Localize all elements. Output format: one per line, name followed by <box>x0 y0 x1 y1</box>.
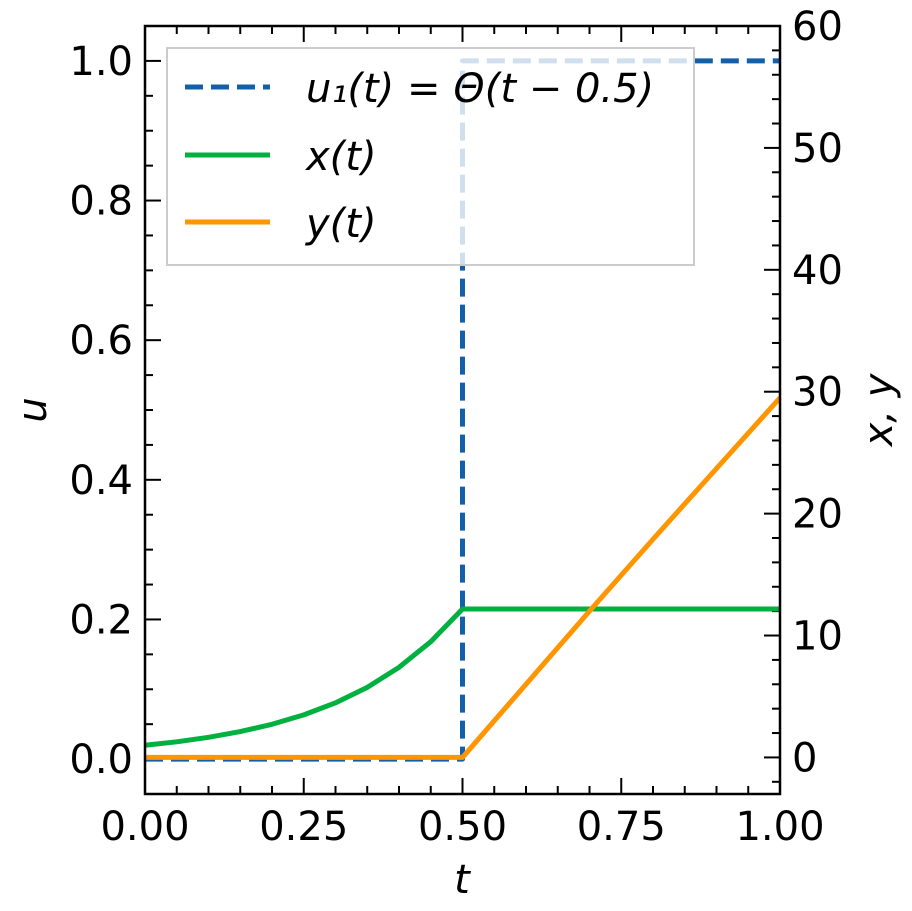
x-tick-label: 1.00 <box>735 804 824 850</box>
series-y-line <box>145 396 782 760</box>
y-left-tick-label: 0.4 <box>69 458 133 504</box>
series-x-line <box>144 606 780 748</box>
y-left-tick-label: 0.2 <box>69 597 133 643</box>
y-left-tick-label: 0.6 <box>69 318 133 364</box>
y-axis-left-title: u <box>10 397 56 422</box>
legend-label-y: y(t) <box>305 201 377 247</box>
y-right-tick-label: 20 <box>792 492 843 538</box>
tick-labels: 0.00 0.25 0.50 0.75 1.000.00.20.40.60.81.001… <box>69 4 843 850</box>
y-left-tick-label: 0.8 <box>69 179 133 225</box>
y-right-tick-label: 0 <box>792 735 817 781</box>
y-right-tick-label: 30 <box>792 370 843 416</box>
x-tick-label: 0.50 <box>418 804 507 850</box>
y-right-tick-label: 10 <box>792 614 843 660</box>
legend: u₁(t) = Θ(t − 0.5) x(t) y(t) <box>166 47 695 266</box>
y-left-tick-label: 1.0 <box>69 39 133 85</box>
y-left-tick-label: 0.0 <box>69 737 133 783</box>
y-right-tick-label: 40 <box>792 248 843 294</box>
axis-ticks <box>144 25 781 795</box>
y-right-tick-label: 50 <box>792 126 843 172</box>
x-axis-title: t <box>454 857 471 903</box>
legend-label-x: x(t) <box>304 134 377 180</box>
x-tick-label: 0.00 <box>100 804 189 850</box>
x-tick-label: 0.25 <box>259 804 348 850</box>
x-tick-label: 0.75 <box>577 804 666 850</box>
legend-label-u1: u₁(t) = Θ(t − 0.5) <box>306 66 654 112</box>
y-axis-right-title: x, y <box>856 372 902 448</box>
plot-frame <box>143 24 782 796</box>
y-right-tick-label: 60 <box>792 4 843 50</box>
